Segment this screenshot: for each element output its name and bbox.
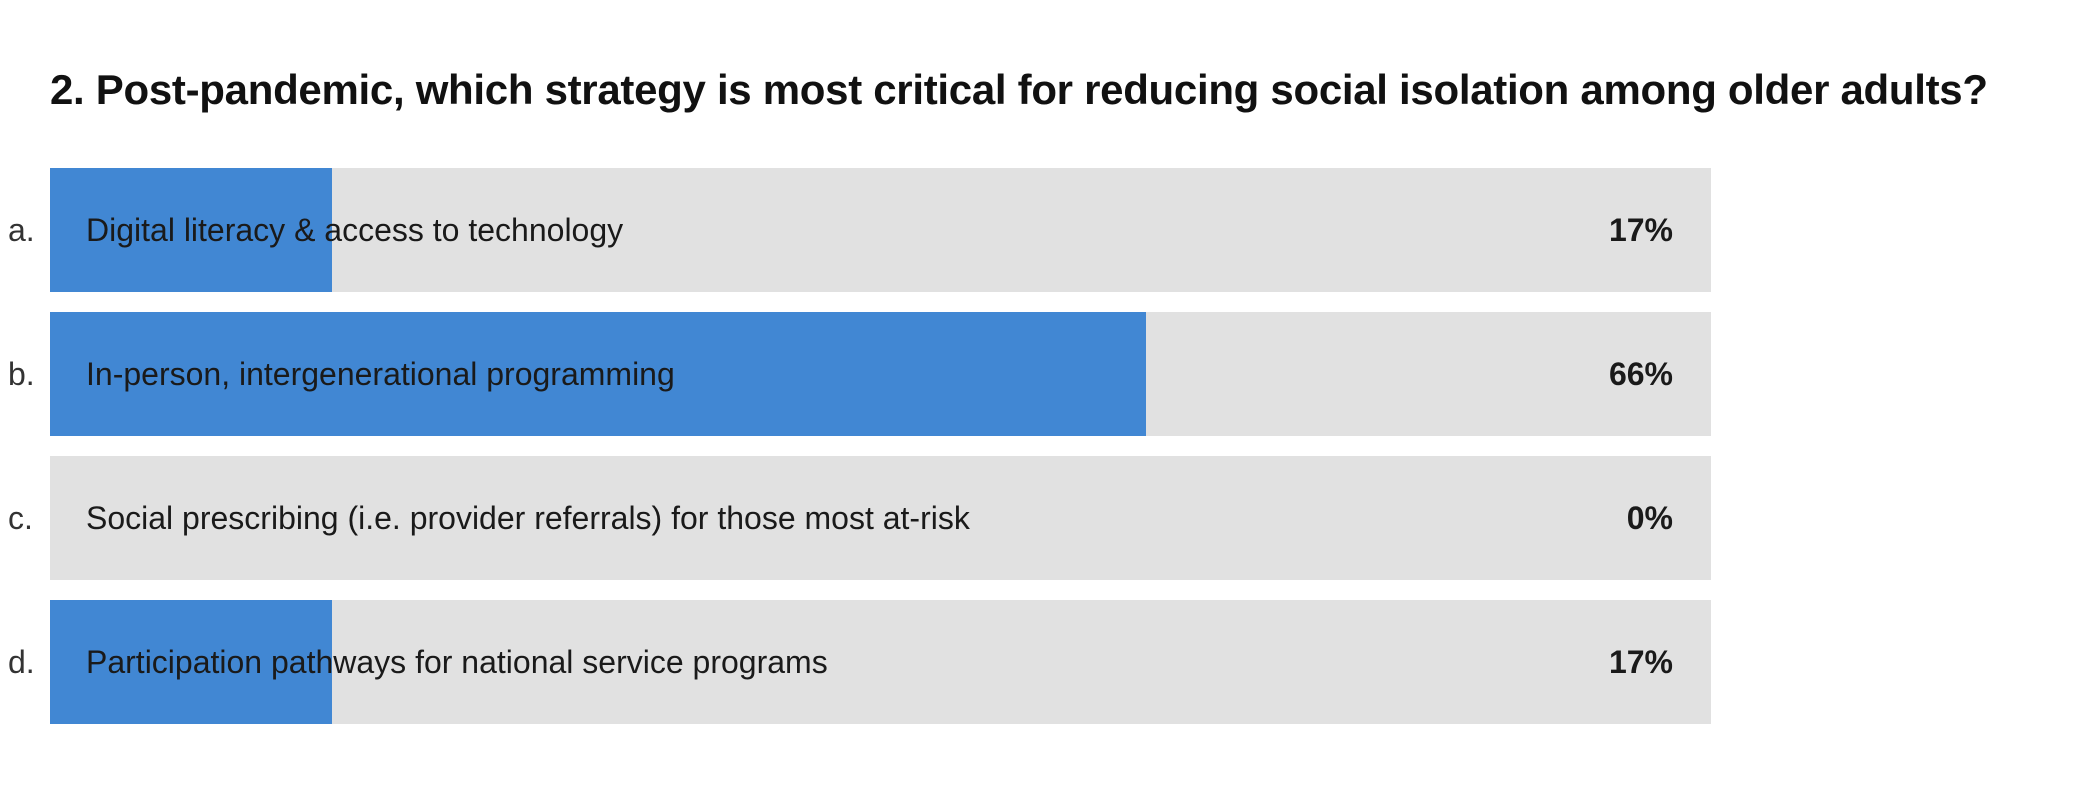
option-percent: 17%: [1608, 644, 1673, 680]
option-letter: b.: [8, 356, 35, 392]
bar-track: Digital literacy & access to technology …: [50, 168, 1711, 292]
poll-results: a. Digital literacy & access to technolo…: [0, 168, 1720, 744]
question-title: 2. Post-pandemic, which strategy is most…: [50, 66, 1988, 113]
bar-track: Social prescribing (i.e. provider referr…: [50, 456, 1711, 580]
option-b: b. In-person, intergenerational programm…: [0, 312, 1720, 436]
option-percent: 66%: [1608, 356, 1673, 392]
bar-fill: [50, 168, 333, 292]
option-label: Social prescribing (i.e. provider referr…: [86, 500, 970, 536]
option-letter: a.: [8, 212, 35, 248]
option-percent: 17%: [1608, 212, 1673, 248]
bar-track: In-person, intergenerational programming…: [50, 312, 1711, 436]
bar-fill: [50, 600, 333, 724]
option-percent: 0%: [1626, 500, 1673, 536]
option-label: Participation pathways for national serv…: [86, 644, 828, 680]
option-letter: d.: [8, 644, 35, 680]
bar-track: Participation pathways for national serv…: [50, 600, 1711, 724]
option-d: d. Participation pathways for national s…: [0, 600, 1720, 724]
option-letter: c.: [8, 500, 33, 536]
option-label: In-person, intergenerational programming: [86, 356, 675, 392]
option-c: c. Social prescribing (i.e. provider ref…: [0, 456, 1720, 580]
option-a: a. Digital literacy & access to technolo…: [0, 168, 1720, 292]
option-label: Digital literacy & access to technology: [86, 212, 624, 248]
bar-fill: [50, 312, 1147, 436]
